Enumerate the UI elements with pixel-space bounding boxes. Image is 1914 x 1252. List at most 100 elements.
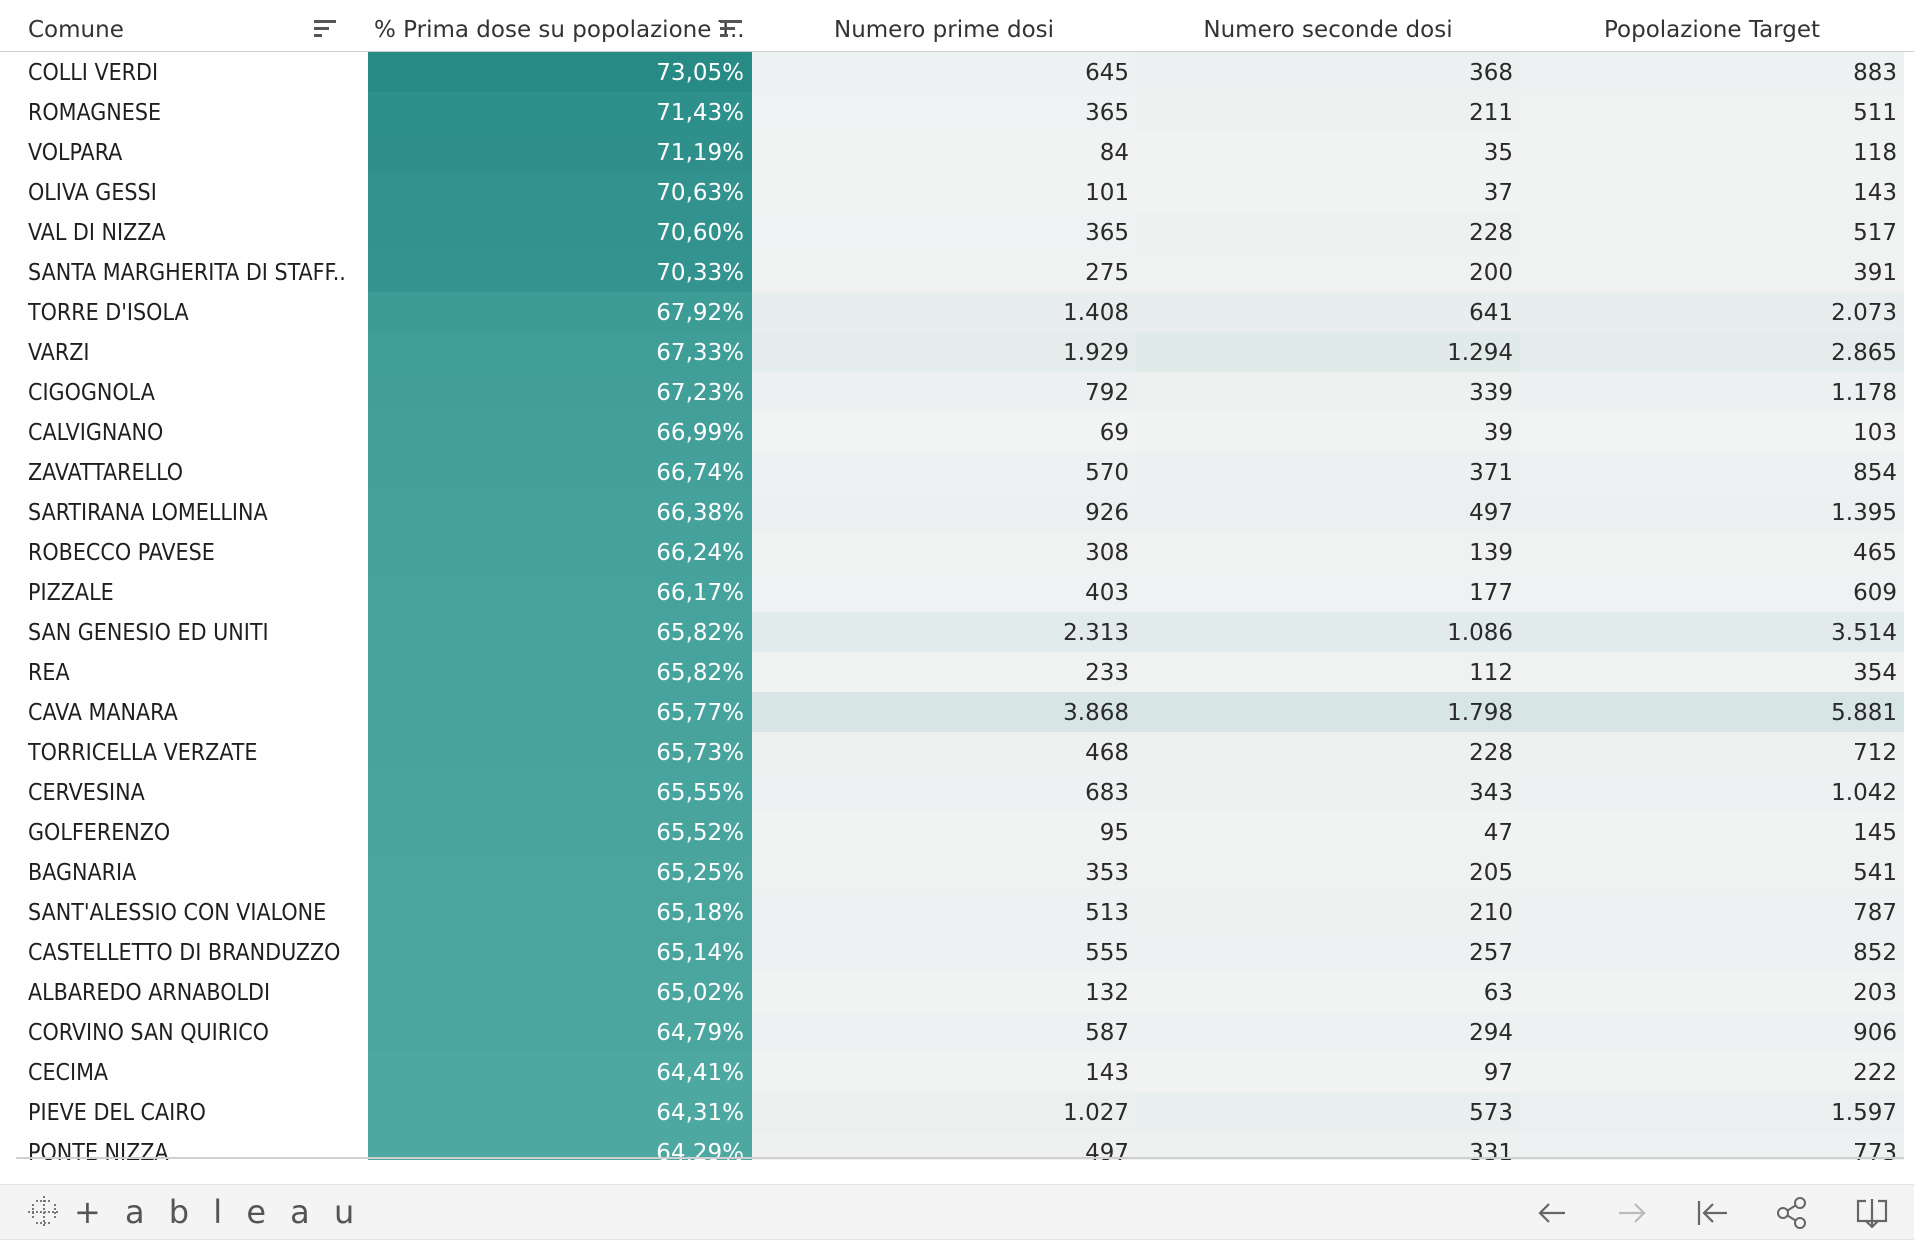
- cell-seconde[interactable]: 497: [1136, 492, 1520, 532]
- cell-pct[interactable]: 65,77%: [368, 692, 752, 732]
- cell-comune[interactable]: SAN GENESIO ED UNITI: [28, 620, 269, 646]
- cell-target[interactable]: 712: [1520, 732, 1904, 772]
- cell-seconde[interactable]: 371: [1136, 452, 1520, 492]
- column-header-seconde[interactable]: Numero seconde dosi: [1203, 17, 1453, 43]
- cell-prime[interactable]: 468: [752, 732, 1136, 772]
- table-row[interactable]: CASTELLETTO DI BRANDUZZO 65,14% 555 257 852: [0, 932, 1914, 972]
- column-header-target[interactable]: Popolazione Target: [1603, 17, 1820, 43]
- cell-seconde[interactable]: 200: [1136, 252, 1520, 292]
- cell-seconde[interactable]: 343: [1136, 772, 1520, 812]
- cell-target[interactable]: 103: [1520, 412, 1904, 452]
- cell-seconde[interactable]: 37: [1136, 172, 1520, 212]
- cell-prime[interactable]: 513: [752, 892, 1136, 932]
- redo-button[interactable]: [1612, 1193, 1652, 1233]
- cell-comune[interactable]: TORRICELLA VERZATE: [28, 740, 258, 766]
- cell-seconde[interactable]: 39: [1136, 412, 1520, 452]
- table-row[interactable]: CIGOGNOLA 67,23% 792 339 1.178: [0, 372, 1914, 412]
- cell-comune[interactable]: CASTELLETTO DI BRANDUZZO: [28, 940, 341, 966]
- table-row[interactable]: OLIVA GESSI 70,63% 101 37 143: [0, 172, 1914, 212]
- cell-prime[interactable]: 1.929: [752, 332, 1136, 372]
- cell-target[interactable]: 787: [1520, 892, 1904, 932]
- cell-pct[interactable]: 67,33%: [368, 332, 752, 372]
- cell-target[interactable]: 1.178: [1520, 372, 1904, 412]
- cell-pct[interactable]: 65,82%: [368, 652, 752, 692]
- cell-pct[interactable]: 65,14%: [368, 932, 752, 972]
- column-header-prime[interactable]: Numero prime dosi: [833, 17, 1055, 43]
- cell-prime[interactable]: 69: [752, 412, 1136, 452]
- cell-prime[interactable]: 403: [752, 572, 1136, 612]
- cell-prime[interactable]: 587: [752, 1012, 1136, 1052]
- table-row[interactable]: PONTE NIZZA 64,29% 497 331 773: [0, 1132, 1914, 1160]
- table-row[interactable]: VARZI 67,33% 1.929 1.294 2.865: [0, 332, 1914, 372]
- tableau-logo[interactable]: + a b l e a u: [24, 1191, 361, 1233]
- cell-comune[interactable]: PONTE NIZZA: [28, 1140, 169, 1160]
- cell-target[interactable]: 143: [1520, 172, 1904, 212]
- cell-comune[interactable]: SANT'ALESSIO CON VIALONE: [28, 900, 327, 926]
- cell-seconde[interactable]: 35: [1136, 132, 1520, 172]
- cell-comune[interactable]: PIEVE DEL CAIRO: [28, 1100, 206, 1126]
- cell-prime[interactable]: 570: [752, 452, 1136, 492]
- cell-comune[interactable]: REA: [28, 660, 70, 686]
- cell-target[interactable]: 118: [1520, 132, 1904, 172]
- cell-target[interactable]: 854: [1520, 452, 1904, 492]
- cell-target[interactable]: 906: [1520, 1012, 1904, 1052]
- cell-target[interactable]: 222: [1520, 1052, 1904, 1092]
- cell-prime[interactable]: 1.408: [752, 292, 1136, 332]
- cell-comune[interactable]: CECIMA: [28, 1060, 109, 1086]
- cell-comune[interactable]: ZAVATTARELLO: [28, 460, 184, 486]
- cell-target[interactable]: 1.042: [1520, 772, 1904, 812]
- cell-comune[interactable]: VARZI: [28, 340, 90, 366]
- cell-prime[interactable]: 497: [752, 1132, 1136, 1160]
- cell-target[interactable]: 1.597: [1520, 1092, 1904, 1132]
- cell-target[interactable]: 541: [1520, 852, 1904, 892]
- cell-comune[interactable]: OLIVA GESSI: [28, 180, 157, 206]
- cell-prime[interactable]: 2.313: [752, 612, 1136, 652]
- table-row[interactable]: GOLFERENZO 65,52% 95 47 145: [0, 812, 1914, 852]
- cell-prime[interactable]: 645: [752, 52, 1136, 92]
- cell-seconde[interactable]: 1.798: [1136, 692, 1520, 732]
- cell-target[interactable]: 2.073: [1520, 292, 1904, 332]
- cell-pct[interactable]: 67,92%: [368, 292, 752, 332]
- cell-prime[interactable]: 233: [752, 652, 1136, 692]
- cell-comune[interactable]: PIZZALE: [28, 580, 114, 606]
- table-row[interactable]: TORRICELLA VERZATE 65,73% 468 228 712: [0, 732, 1914, 772]
- table-row[interactable]: PIEVE DEL CAIRO 64,31% 1.027 573 1.597: [0, 1092, 1914, 1132]
- cell-pct[interactable]: 66,24%: [368, 532, 752, 572]
- table-row[interactable]: CALVIGNANO 66,99% 69 39 103: [0, 412, 1914, 452]
- column-header-comune[interactable]: Comune: [28, 17, 124, 43]
- cell-pct[interactable]: 67,23%: [368, 372, 752, 412]
- table-row[interactable]: TORRE D'ISOLA 67,92% 1.408 641 2.073: [0, 292, 1914, 332]
- cell-pct[interactable]: 65,02%: [368, 972, 752, 1012]
- cell-seconde[interactable]: 1.294: [1136, 332, 1520, 372]
- cell-pct[interactable]: 64,31%: [368, 1092, 752, 1132]
- table-row[interactable]: ALBAREDO ARNABOLDI 65,02% 132 63 203: [0, 972, 1914, 1012]
- cell-comune[interactable]: TORRE D'ISOLA: [28, 300, 189, 326]
- cell-comune[interactable]: VAL DI NIZZA: [28, 220, 166, 246]
- cell-comune[interactable]: CALVIGNANO: [28, 420, 164, 446]
- cell-seconde[interactable]: 112: [1136, 652, 1520, 692]
- cell-comune[interactable]: CAVA MANARA: [28, 700, 178, 726]
- cell-comune[interactable]: VOLPARA: [28, 140, 123, 166]
- sort-pct-icon[interactable]: [720, 20, 742, 40]
- table-row[interactable]: ROMAGNESE 71,43% 365 211 511: [0, 92, 1914, 132]
- cell-prime[interactable]: 275: [752, 252, 1136, 292]
- cell-prime[interactable]: 555: [752, 932, 1136, 972]
- cell-comune[interactable]: ROMAGNESE: [28, 100, 162, 126]
- sort-comune-icon[interactable]: [314, 20, 336, 40]
- cell-comune[interactable]: SARTIRANA LOMELLINA: [28, 500, 268, 526]
- table-row[interactable]: CORVINO SAN QUIRICO 64,79% 587 294 906: [0, 1012, 1914, 1052]
- cell-target[interactable]: 852: [1520, 932, 1904, 972]
- table-row[interactable]: SANT'ALESSIO CON VIALONE 65,18% 513 210 787: [0, 892, 1914, 932]
- table-row[interactable]: ZAVATTARELLO 66,74% 570 371 854: [0, 452, 1914, 492]
- cell-target[interactable]: 883: [1520, 52, 1904, 92]
- cell-target[interactable]: 203: [1520, 972, 1904, 1012]
- cell-prime[interactable]: 365: [752, 212, 1136, 252]
- cell-target[interactable]: 511: [1520, 92, 1904, 132]
- cell-target[interactable]: 145: [1520, 812, 1904, 852]
- cell-seconde[interactable]: 205: [1136, 852, 1520, 892]
- cell-prime[interactable]: 3.868: [752, 692, 1136, 732]
- cell-target[interactable]: 3.514: [1520, 612, 1904, 652]
- cell-comune[interactable]: CERVESINA: [28, 780, 145, 806]
- cell-prime[interactable]: 101: [752, 172, 1136, 212]
- download-button[interactable]: [1852, 1193, 1892, 1233]
